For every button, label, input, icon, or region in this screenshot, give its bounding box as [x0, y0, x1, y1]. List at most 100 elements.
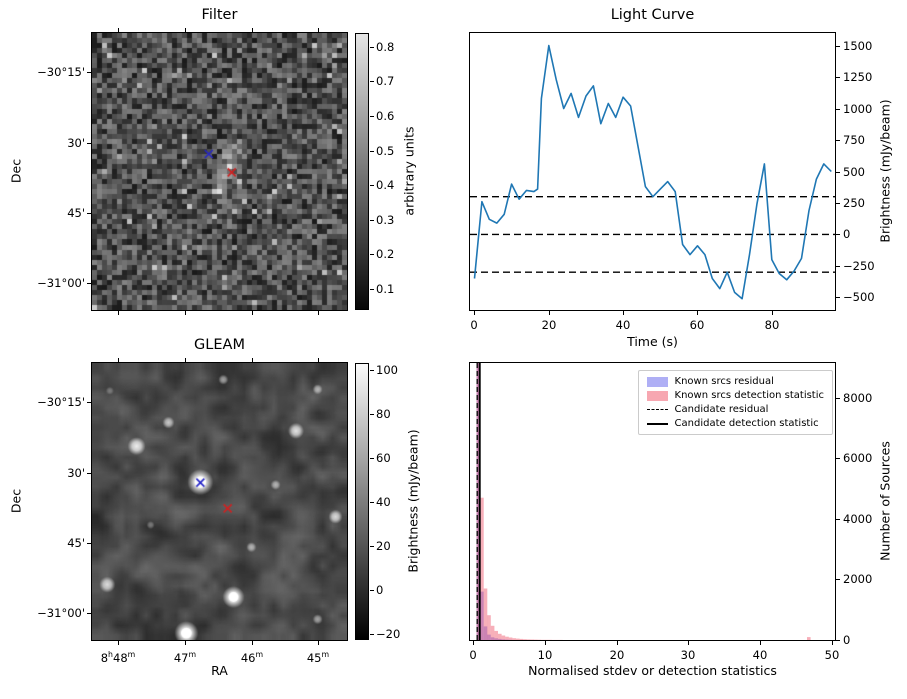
histogram-xtick-label: 50	[824, 648, 840, 662]
light-curve-xlabel: Time (s)	[627, 334, 678, 349]
filter-xtick-mark	[185, 311, 186, 315]
known-srcs-detection-statistic-bar	[526, 639, 531, 640]
light-curve-ytick-mark	[836, 46, 840, 47]
light-curve-xtick-label: 20	[541, 318, 557, 332]
histogram-xlabel: Normalised stdev or detection statistics	[528, 663, 777, 678]
histogram-xtick-label: 0	[469, 648, 477, 662]
gleam-ytick-mark	[87, 543, 91, 544]
known-srcs-detection-statistic-bar	[501, 635, 506, 640]
filter-colorbar-tick-mark	[370, 47, 374, 48]
known-srcs-residual-bar	[498, 638, 502, 640]
gleam-colorbar-tick-mark	[370, 546, 374, 547]
filter-colorbar-tick-label: 0.6	[376, 109, 395, 123]
gleam-colorbar-tick-label: 80	[376, 407, 391, 421]
filter-colorbar-tick-mark	[370, 185, 374, 186]
filter-xtick-mark-top	[318, 28, 319, 32]
histogram-xtick-label: 10	[537, 648, 553, 662]
filter-colorbar-tick-mark	[370, 151, 374, 152]
histogram-ytick-mark	[836, 398, 840, 399]
gleam-colorbar-tick-mark	[370, 370, 374, 371]
histogram-plot	[476, 363, 811, 640]
known-srcs-detection-statistic-bar	[476, 363, 481, 640]
gleam-xtick-mark-top	[318, 358, 319, 362]
filter-colorbar-tick-mark	[370, 220, 374, 221]
gleam-colorbar-tick-mark	[370, 590, 374, 591]
gleam-xtick-label: 45m	[306, 650, 330, 665]
light-curve-ytick-mark	[836, 266, 840, 267]
filter-ytick-label: −30°15'	[37, 65, 85, 79]
light-curve-line	[473, 44, 832, 300]
filter-colorbar-tick-label: 0.5	[376, 144, 395, 158]
known-srcs-residual-bar	[487, 634, 491, 640]
gleam-ytick-label: 30'	[67, 466, 85, 480]
gleam-image	[92, 363, 347, 640]
known-srcs-detection-statistic-bar	[480, 497, 484, 640]
histogram-ytick-label: 8000	[843, 391, 873, 405]
gleam-colorbar-tick-mark	[370, 502, 374, 503]
filter-colorbar-tick-label: 0.8	[376, 40, 395, 54]
light-curve-ytick-label: −250	[843, 259, 875, 273]
light-curve-xtick-mark	[772, 311, 773, 315]
filter-colorbar-tick-mark	[370, 81, 374, 82]
legend-entry: Known srcs residual	[646, 376, 824, 387]
gleam-xtick-mark-top	[118, 358, 119, 362]
filter-xtick-mark-top	[185, 28, 186, 32]
light-curve-ytick-label: 1250	[843, 70, 873, 84]
known-srcs-detection-statistic-bar	[530, 639, 534, 640]
known-srcs-residual-bar	[476, 363, 481, 640]
light-curve-xtick-mark	[623, 311, 624, 315]
filter-ytick-label: 45'	[67, 206, 85, 220]
light-curve-ytick-label: 1000	[843, 102, 873, 116]
known-srcs-detection-statistic-bar	[519, 638, 524, 640]
known-srcs-detection-statistic-bar	[498, 633, 502, 640]
filter-ylabel: Dec	[8, 158, 24, 184]
gleam-xtick-label: 46m	[240, 650, 264, 665]
gleam-colorbar-tick-mark	[370, 414, 374, 415]
known-srcs-residual-bar	[480, 591, 484, 640]
legend-solid-line-sample	[646, 422, 668, 425]
histogram-xtick-mark	[832, 641, 833, 645]
known-srcs-detection-statistic-bar	[490, 625, 495, 640]
light-curve-title: Light Curve	[610, 7, 695, 23]
light-curve-ytick-label: 1500	[843, 39, 873, 53]
filter-title: Filter	[201, 7, 238, 23]
known-srcs-detection-statistic-bar	[494, 630, 498, 640]
filter-colorbar-tick-label: 0.2	[376, 247, 395, 261]
filter-ytick-mark	[87, 72, 91, 73]
filter-colorbar-label: arbitrary units	[401, 126, 417, 216]
gleam-colorbar-tick-label: 20	[376, 539, 391, 553]
known-srcs-residual-bar	[483, 626, 488, 640]
histogram-ytick-label: 4000	[843, 512, 873, 526]
known-srcs-detection-statistic-bar	[487, 615, 491, 640]
known-srcs-detection-statistic-bar	[516, 638, 520, 640]
light-curve-ytick-label: 250	[843, 196, 865, 210]
gleam-xtick-mark-top	[252, 358, 253, 362]
light-curve-ytick-mark	[836, 140, 840, 141]
histogram-ytick-label: 6000	[843, 451, 873, 465]
gleam-ytick-label: −31°00'	[37, 606, 85, 620]
light-curve-ytick-mark	[836, 109, 840, 110]
filter-xtick-mark	[118, 311, 119, 315]
light-curve-ytick-mark	[836, 203, 840, 204]
filter-colorbar-tick-mark	[370, 116, 374, 117]
filter-ytick-mark	[87, 283, 91, 284]
gleam-xtick-label: 8h48m	[100, 650, 136, 665]
light-curve-xtick-mark	[697, 311, 698, 315]
known-srcs-detection-statistic-bar	[483, 588, 488, 640]
light-curve-xtick-label: 40	[615, 318, 631, 332]
light-curve-ytick-label: 500	[843, 165, 865, 179]
legend-entry: Candidate detection statistic	[646, 418, 824, 429]
histogram-xtick-mark	[617, 641, 618, 645]
light-curve-plot	[470, 44, 835, 300]
gleam-ytick-mark	[87, 402, 91, 403]
filter-colorbar-tick-label: 0.3	[376, 213, 395, 227]
legend-patch-swatch	[646, 390, 668, 401]
histogram-legend: Known srcs residual Known srcs detection …	[637, 370, 833, 435]
legend-label: Candidate residual	[674, 404, 769, 415]
histogram-xtick-label: 20	[609, 648, 625, 662]
light-curve-ytick-label: −500	[843, 290, 875, 304]
filter-ytick-mark	[87, 143, 91, 144]
filter-colorbar-tick-label: 0.4	[376, 178, 395, 192]
light-curve-xtick-label: 60	[689, 318, 705, 332]
histogram-ytick-mark	[836, 579, 840, 580]
